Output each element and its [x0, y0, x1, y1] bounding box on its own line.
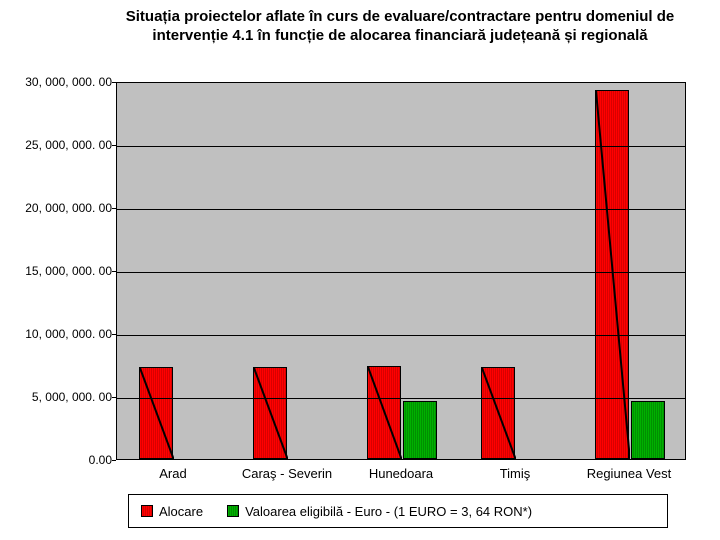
- y-tick: [112, 82, 116, 83]
- bar: [367, 366, 401, 459]
- legend-label: Valoarea eligibilă - Euro - (1 EURO = 3,…: [245, 504, 532, 519]
- gridline: [117, 209, 685, 210]
- y-tick: [112, 208, 116, 209]
- y-tick-label: 15, 000, 000. 00: [12, 264, 112, 278]
- bars-layer: [117, 83, 685, 459]
- legend-swatch-icon: [141, 505, 153, 517]
- y-tick: [112, 460, 116, 461]
- gridline: [117, 335, 685, 336]
- gridline: [117, 272, 685, 273]
- gridline: [117, 146, 685, 147]
- bar: [403, 401, 437, 459]
- y-tick: [112, 271, 116, 272]
- y-tick: [112, 145, 116, 146]
- y-tick-label: 30, 000, 000. 00: [12, 75, 112, 89]
- legend: Alocare Valoarea eligibilă - Euro - (1 E…: [128, 494, 668, 528]
- x-tick-label: Regiunea Vest: [587, 466, 672, 481]
- y-tick-label: 10, 000, 000. 00: [12, 327, 112, 341]
- y-tick: [112, 397, 116, 398]
- x-tick-label: Hunedoara: [369, 466, 433, 481]
- bar: [631, 401, 665, 459]
- x-tick-label: Arad: [159, 466, 186, 481]
- x-tick-label: Timiş: [500, 466, 531, 481]
- y-tick-label: 20, 000, 000. 00: [12, 201, 112, 215]
- bar: [139, 367, 173, 459]
- bar: [481, 367, 515, 459]
- legend-item-valoarea: Valoarea eligibilă - Euro - (1 EURO = 3,…: [227, 504, 532, 519]
- chart-container: Situația proiectelor aflate în curs de e…: [0, 0, 720, 540]
- legend-item-alocare: Alocare: [141, 504, 203, 519]
- y-tick-label: 0.00: [12, 453, 112, 467]
- y-tick-label: 5, 000, 000. 00: [12, 390, 112, 404]
- x-tick-label: Caraş - Severin: [242, 466, 332, 481]
- y-tick: [112, 334, 116, 335]
- legend-label: Alocare: [159, 504, 203, 519]
- bar: [253, 367, 287, 459]
- plot-area: [116, 82, 686, 460]
- chart-title: Situația proiectelor aflate în curs de e…: [120, 8, 680, 46]
- y-tick-label: 25, 000, 000. 00: [12, 138, 112, 152]
- gridline: [117, 398, 685, 399]
- legend-swatch-icon: [227, 505, 239, 517]
